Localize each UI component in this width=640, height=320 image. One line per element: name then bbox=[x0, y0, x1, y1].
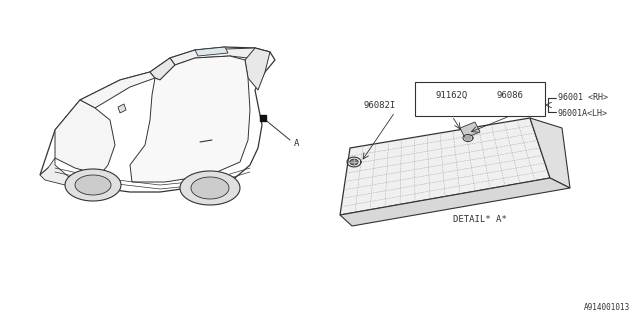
Text: 96001A<LH>: 96001A<LH> bbox=[558, 108, 608, 117]
Text: 96086: 96086 bbox=[497, 91, 524, 100]
Polygon shape bbox=[40, 158, 70, 185]
Polygon shape bbox=[350, 159, 358, 165]
Polygon shape bbox=[170, 48, 270, 65]
Polygon shape bbox=[40, 47, 275, 192]
Polygon shape bbox=[55, 100, 115, 175]
Text: DETAIL* A*: DETAIL* A* bbox=[453, 215, 507, 225]
Polygon shape bbox=[65, 169, 121, 201]
Polygon shape bbox=[340, 118, 550, 215]
Polygon shape bbox=[195, 47, 228, 56]
Text: 96082I: 96082I bbox=[364, 100, 396, 109]
Text: 96001 <RH>: 96001 <RH> bbox=[558, 92, 608, 101]
Text: 91162Q: 91162Q bbox=[436, 91, 468, 100]
Polygon shape bbox=[180, 171, 240, 205]
Polygon shape bbox=[75, 175, 111, 195]
Polygon shape bbox=[130, 56, 250, 182]
Polygon shape bbox=[340, 178, 570, 226]
Text: A914001013: A914001013 bbox=[584, 303, 630, 312]
Polygon shape bbox=[191, 177, 229, 199]
Text: A: A bbox=[294, 139, 300, 148]
Polygon shape bbox=[245, 48, 270, 90]
Polygon shape bbox=[80, 72, 155, 108]
Bar bbox=[415, 82, 545, 116]
Polygon shape bbox=[465, 136, 471, 140]
Polygon shape bbox=[150, 58, 175, 80]
Polygon shape bbox=[530, 118, 570, 188]
Polygon shape bbox=[118, 104, 126, 113]
Polygon shape bbox=[460, 122, 480, 138]
